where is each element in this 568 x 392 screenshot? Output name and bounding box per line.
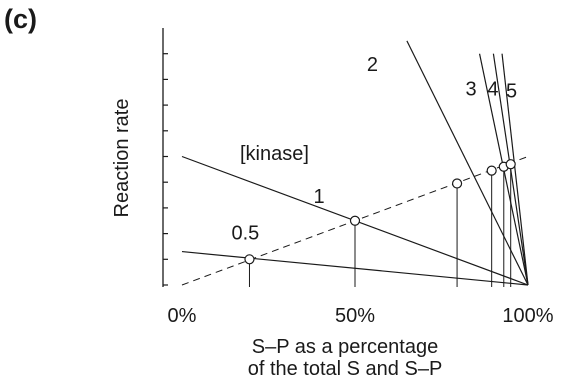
series-line-5 [501,53,529,286]
series-label-5: 5 [506,81,517,103]
x-axis-label-line-1: S–P as a percentage [251,336,439,358]
y-ticks [163,53,168,286]
series-label-0-5: 0.5 [231,222,259,244]
series-label-1: 1 [313,186,324,208]
annotation-kinase: [kinase] [240,143,309,165]
series-lines [181,40,529,286]
y-axis-label: Reaction rate [111,99,133,218]
equilibrium-point-5 [505,159,516,170]
x-tick-label-0: 0% [168,305,197,327]
series-label-2: 2 [367,54,378,76]
chart: Reaction rate 0.5 1 2 3 4 5 [kinase] 0% 50% 100… [111,28,554,327]
series-line-2 [406,40,529,286]
series-label-3: 3 [466,79,477,101]
series-line-4 [492,53,529,286]
series-line-0-5 [181,250,529,286]
series-labels: 0.5 1 2 3 4 5 [231,54,517,244]
equilibrium-point-3 [486,165,497,176]
x-tick-labels: 0% 50% 100% [168,305,554,327]
x-tick-label-50: 50% [335,305,375,327]
equilibrium-point-2 [451,178,463,189]
equilibrium-points [244,159,516,265]
panel-label: (c) [4,4,37,34]
drop-lines [248,164,512,287]
equilibrium-point-1 [349,215,361,226]
equilibrium-point-0-5 [244,254,255,265]
x-tick-label-100: 100% [502,305,553,327]
x-axis-label: S–P as a percentage of the total S and S… [175,336,515,380]
series-label-4: 4 [487,79,498,101]
x-axis-label-line-2: of the total S and S–P [247,358,443,380]
